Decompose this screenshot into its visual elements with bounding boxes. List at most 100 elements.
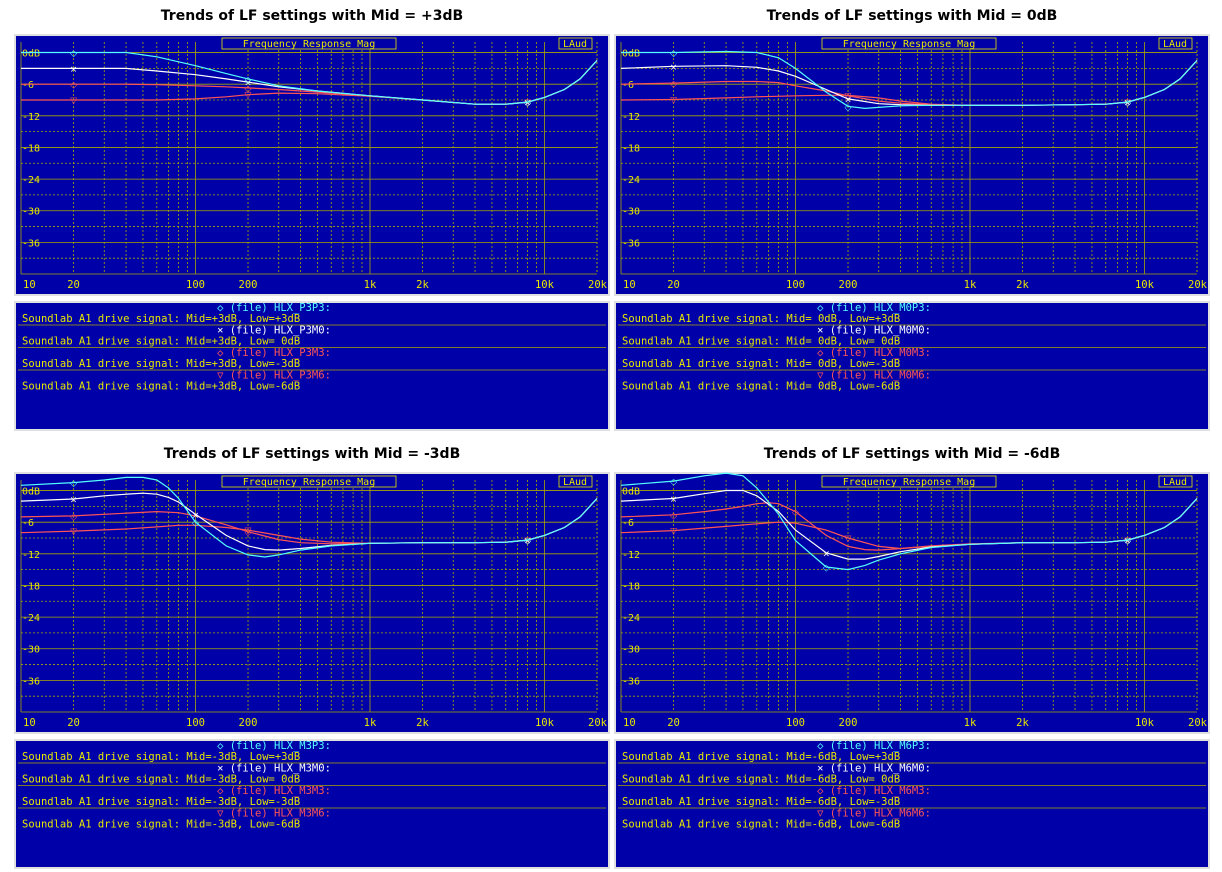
legend-file: (file): [230, 325, 274, 337]
x-tick-label: 10: [23, 717, 36, 729]
x-tick-label: 100: [786, 717, 805, 729]
series-marker: ◇: [1124, 99, 1131, 109]
series-marker: ◇: [1124, 537, 1131, 547]
legend-description: Soundlab A1 drive signal: Mid=-3dB, Low=…: [22, 796, 300, 808]
plot-label-box: [221, 37, 397, 50]
legend-series-name: HLX_M0M0:: [874, 325, 931, 337]
series-marker: ×: [524, 537, 532, 547]
x-tick-label: 1k: [364, 279, 377, 291]
series-marker: ▽: [845, 92, 852, 102]
x-tick-label: 10k: [1135, 279, 1155, 291]
series-line: [20, 476, 598, 558]
y-tick-label: -18: [22, 143, 40, 154]
series-marker: ◇: [524, 537, 531, 547]
series-marker: ×: [70, 495, 78, 505]
legend-description: Soundlab A1 drive signal: Mid= 0dB, Low=…: [622, 358, 900, 370]
y-tick-label: -6: [622, 80, 634, 91]
series-marker: ×: [670, 495, 678, 505]
legend-description: Soundlab A1 drive signal: Mid=-6dB, Low=…: [622, 796, 900, 808]
x-tick-label: 20k: [1188, 279, 1208, 291]
chart-title: Trends of LF settings with Mid = +3dB: [160, 8, 464, 24]
y-tick-label: -12: [22, 550, 40, 561]
legend-file: (file): [230, 740, 274, 752]
legend-series-header: ▽ (file) HLX_P3M6:: [217, 370, 331, 382]
legend-box: [14, 739, 610, 869]
series-marker: ▽: [70, 528, 77, 538]
y-tick-label: -30: [22, 207, 40, 218]
legend-file: (file): [830, 785, 874, 797]
series-marker: ◇: [524, 99, 531, 109]
series-marker: ◇: [845, 103, 852, 113]
legend-marker: ◇: [217, 347, 230, 359]
x-tick-label: 2k: [416, 717, 429, 729]
plot-label-box: [221, 475, 397, 488]
y-tick-label: -18: [622, 581, 640, 592]
series-marker: ▽: [245, 91, 252, 101]
x-tick-label: 20k: [588, 717, 608, 729]
legend-description: Soundlab A1 drive signal: Mid=+3dB, Low=…: [22, 336, 300, 348]
y-tick-label: 0dB: [22, 49, 40, 60]
badge-box: [1158, 37, 1193, 50]
plot-label-box: [821, 475, 997, 488]
y-tick-label: -24: [22, 613, 40, 624]
legend-description: Soundlab A1 drive signal: Mid= 0dB, Low=…: [622, 336, 900, 348]
legend-series-name: HLX_M3M3:: [274, 785, 331, 797]
y-tick-label: -24: [622, 613, 640, 624]
legend-description: Soundlab A1 drive signal: Mid=-6dB, Low=…: [622, 774, 900, 786]
y-tick-label: -6: [22, 518, 34, 529]
y-tick-label: -6: [622, 518, 634, 529]
legend-description: Soundlab A1 drive signal: Mid=-6dB, Low=…: [622, 819, 900, 831]
chart-mid-0: 0dB -6 -12 -18 -24 -30 -36 10 20 100 200 1k 2k 10k 20k…: [614, 34, 1210, 431]
series-marker: ◇: [245, 75, 252, 85]
y-tick-label: -30: [22, 645, 40, 656]
series-marker: ×: [1124, 537, 1132, 547]
chart-mid-plus3: 0dB -6 -12 -18 -24 -30 -36 10 20 100 200 1k 2k 10k 20k…: [14, 34, 610, 431]
legend-series-name: HLX_M0P3:: [874, 302, 931, 314]
legend-marker: ×: [217, 325, 230, 337]
series-marker: ×: [822, 549, 830, 559]
legend-marker: ◇: [217, 302, 230, 314]
legend-file: (file): [830, 740, 874, 752]
x-tick-label: 10: [623, 279, 636, 291]
series-marker: ×: [70, 65, 78, 75]
x-tick-label: 10k: [1135, 717, 1155, 729]
plot-background: [14, 34, 610, 296]
y-tick-label: 0dB: [622, 487, 640, 498]
y-tick-label: -36: [622, 676, 640, 687]
plot-label: Frequency Response Mag: [243, 477, 375, 488]
series-marker: ◇: [70, 512, 77, 522]
series-marker: ×: [244, 79, 252, 89]
legend-description: Soundlab A1 drive signal: Mid= 0dB, Low=…: [622, 381, 900, 393]
legend-file: (file): [830, 347, 874, 359]
legend-series-name: HLX_M3M0:: [274, 763, 331, 775]
legend-file: (file): [830, 370, 874, 382]
legend-description: Soundlab A1 drive signal: Mid=-3dB, Low=…: [22, 774, 300, 786]
legend-marker: ×: [217, 763, 230, 775]
legend-series-name: HLX_M6P3:: [874, 740, 931, 752]
series-marker: ×: [192, 511, 200, 521]
x-tick-label: 20: [667, 279, 680, 291]
series-marker: ◇: [670, 511, 677, 521]
panel-mid-0: Trends of LF settings with Mid = 0dB 0dB…: [614, 8, 1210, 431]
x-tick-label: 1k: [364, 717, 377, 729]
legend-file: (file): [230, 808, 274, 820]
chart-title: Trends of LF settings with Mid = -6dB: [763, 446, 1061, 462]
legend-series-name: HLX_P3M0:: [274, 325, 331, 337]
series-marker: ×: [1124, 99, 1132, 109]
x-tick-label: 2k: [416, 279, 429, 291]
series-marker: ◇: [192, 519, 199, 529]
panel-mid-plus3: Trends of LF settings with Mid = +3dB 0d…: [14, 8, 610, 431]
series-marker: ◇: [670, 49, 677, 59]
x-tick-label: 10k: [535, 279, 555, 291]
y-tick-label: -30: [622, 207, 640, 218]
badge-label: LAud: [1163, 477, 1187, 488]
chart-title: Trends of LF settings with Mid = -3dB: [163, 446, 461, 462]
legend-file: (file): [230, 347, 274, 359]
legend-marker: ×: [817, 325, 830, 337]
series-marker: ▽: [70, 97, 77, 107]
x-tick-label: 200: [239, 717, 258, 729]
series-marker: ◇: [1124, 537, 1131, 547]
plot-label-box: [821, 37, 997, 50]
x-tick-label: 20: [67, 279, 80, 291]
y-tick-label: -24: [22, 175, 40, 186]
